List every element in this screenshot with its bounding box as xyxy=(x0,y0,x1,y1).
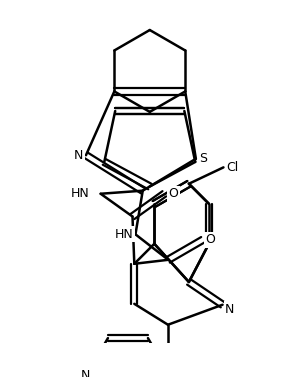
Text: HN: HN xyxy=(71,187,90,200)
Text: O: O xyxy=(205,233,215,246)
Text: HN: HN xyxy=(115,228,134,241)
Text: Cl: Cl xyxy=(227,161,239,174)
Text: O: O xyxy=(168,187,178,200)
Text: N: N xyxy=(74,149,83,162)
Text: N: N xyxy=(81,369,90,377)
Text: S: S xyxy=(199,152,207,165)
Text: N: N xyxy=(225,303,235,316)
